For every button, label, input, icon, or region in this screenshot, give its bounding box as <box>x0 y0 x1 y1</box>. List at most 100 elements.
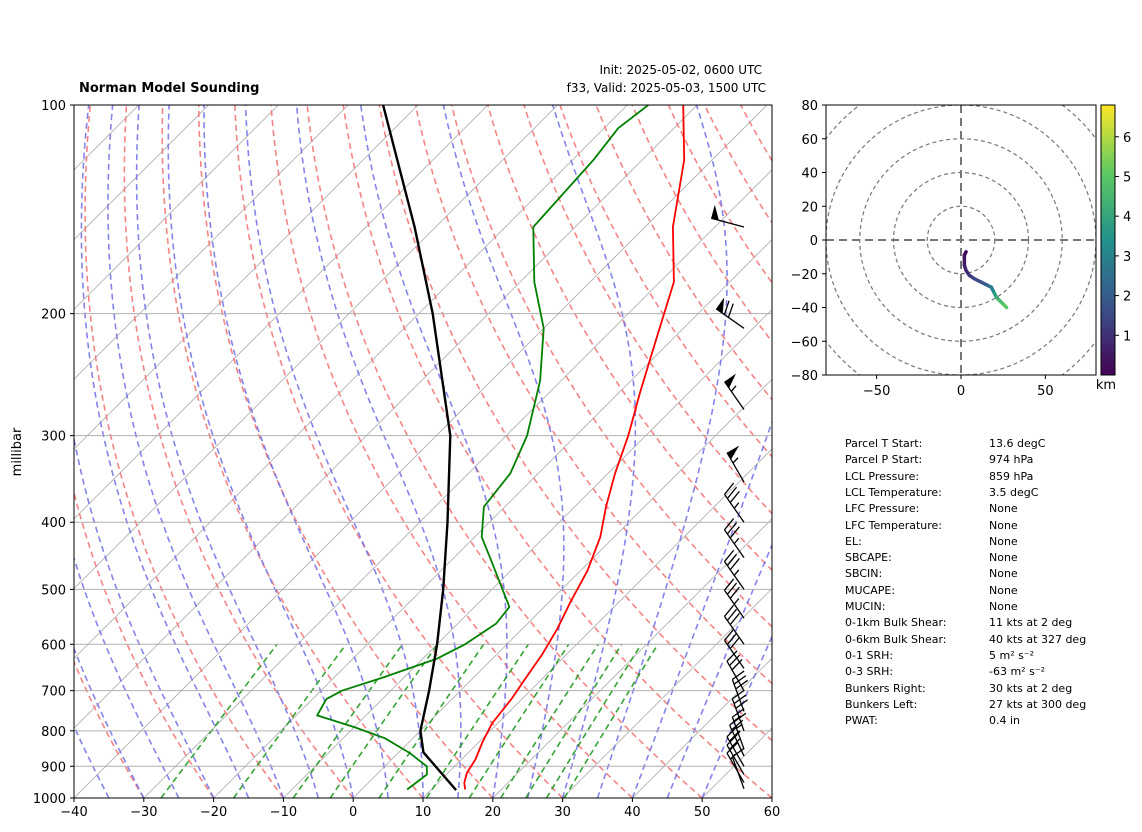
dry-adiabat <box>197 105 494 798</box>
wind-barb <box>726 445 745 483</box>
stat-label: 0-6km Bulk Shear: <box>845 632 947 646</box>
stat-row: LCL Temperature: 3.5 degC <box>845 486 1105 502</box>
hodo-y-tick-label: −20 <box>791 268 818 283</box>
hodograph-trace <box>962 250 1009 310</box>
y-tick-label: 800 <box>41 725 66 740</box>
wind-barb <box>723 549 745 590</box>
y-tick-label: 300 <box>41 430 66 445</box>
y-axis-label: millibar <box>10 427 25 476</box>
stat-value: -63 m² s⁻² <box>989 665 1046 679</box>
isotherm <box>74 105 768 798</box>
stat-row: SBCIN: None <box>845 567 1105 583</box>
isotherm <box>283 308 772 798</box>
skewt-pressure-grid <box>74 104 772 799</box>
moist-adiabat <box>359 105 508 798</box>
dry-adiabat <box>306 105 703 798</box>
moist-adiabat <box>80 105 250 798</box>
moist-adiabat <box>701 634 772 798</box>
moist-adiabat <box>74 555 180 798</box>
stat-row: 0-6km Bulk Shear: 40 kts at 327 deg <box>845 633 1105 649</box>
stat-value: 30 kts at 2 deg <box>989 681 1073 695</box>
stat-label: LFC Temperature: <box>845 518 943 532</box>
stat-value: 5 m² s⁻² <box>989 648 1035 662</box>
stat-row: SBCAPE: None <box>845 551 1105 567</box>
wind-barbs <box>710 204 748 790</box>
wind-barb <box>723 373 745 410</box>
moist-adiabat <box>74 646 145 798</box>
skewt-y-axis: 100 200 300 400 500 600 700 800 900 1000 <box>33 99 74 807</box>
colorbar <box>1100 104 1116 376</box>
dry-adiabat <box>270 105 633 798</box>
colorbar-tick-label: 5 <box>1123 170 1131 185</box>
stat-label: 0-1km Bulk Shear: <box>845 616 947 630</box>
moist-adiabat <box>631 419 772 798</box>
stat-label: SBCIN: <box>845 567 883 581</box>
stat-row: PWAT: 0.4 in <box>845 714 1105 730</box>
moist-adiabat <box>203 105 389 798</box>
isotherm <box>74 105 698 729</box>
isotherm <box>422 448 772 798</box>
isotherm <box>74 105 489 520</box>
mixing-ratio-line <box>160 643 278 798</box>
stat-label: LCL Temperature: <box>845 485 942 499</box>
stat-row: LFC Temperature: None <box>845 519 1105 535</box>
stat-value: 40 kts at 327 deg <box>989 632 1087 646</box>
colorbar-label: km <box>1096 378 1116 393</box>
stat-label: LCL Pressure: <box>845 469 920 483</box>
skewt-x-axis: −40 −30 −20 −10 0 10 20 30 40 50 60 <box>60 798 780 820</box>
stat-row: Bunkers Left: 27 kts at 300 deg <box>845 698 1105 714</box>
valid-time: f33, Valid: 2025-05-03, 1500 UTC <box>567 81 766 95</box>
isotherm <box>492 518 772 798</box>
isotherm <box>74 105 419 450</box>
stat-row: EL: None <box>845 535 1105 551</box>
wind-barb <box>723 518 745 559</box>
stat-row: 0-1km Bulk Shear: 11 kts at 2 deg <box>845 616 1105 632</box>
stat-row: 0-3 SRH: -63 m² s⁻² <box>845 665 1105 681</box>
hodo-y-tick-label: −40 <box>791 302 818 317</box>
wind-barb <box>723 578 745 619</box>
dry-adiabat <box>84 105 285 798</box>
dewpoint-profile <box>316 105 649 791</box>
stat-value: None <box>989 567 1018 581</box>
moist-adiabat <box>244 105 424 798</box>
stat-value: None <box>989 583 1018 597</box>
stat-label: Parcel T Start: <box>845 437 923 450</box>
x-tick-label: 30 <box>554 805 571 820</box>
hodo-y-tick-label: 60 <box>801 133 818 148</box>
stat-row: Parcel T Start: 13.6 degC <box>845 437 1105 453</box>
stat-value: 13.6 degC <box>989 437 1046 450</box>
isotherm <box>74 105 558 590</box>
moist-adiabat <box>551 105 637 798</box>
moist-adiabat <box>107 105 285 798</box>
x-tick-label: 40 <box>624 805 641 820</box>
moist-adiabat <box>74 434 215 798</box>
stat-label: MUCAPE: <box>845 583 896 597</box>
colorbar-tick-label: 2 <box>1123 290 1131 305</box>
stat-row: LFC Pressure: None <box>845 502 1105 518</box>
y-tick-label: 100 <box>41 99 66 114</box>
stat-row: MUCAPE: None <box>845 584 1105 600</box>
temperature-profile <box>463 105 686 790</box>
stat-label: LFC Pressure: <box>845 502 920 516</box>
mixing-ratio-line <box>500 643 599 798</box>
init-time: Init: 2025-05-02, 0600 UTC <box>599 63 762 77</box>
hodo-y-tick-label: 40 <box>801 167 818 182</box>
stat-label: Parcel P Start: <box>845 453 923 467</box>
x-tick-label: −10 <box>270 805 297 820</box>
x-tick-label: 0 <box>349 805 357 820</box>
stat-value: 859 hPa <box>989 469 1034 483</box>
y-tick-label: 900 <box>41 760 66 775</box>
dry-adiabat <box>74 489 215 798</box>
skewt-reference-lines <box>74 105 772 798</box>
y-tick-label: 500 <box>41 583 66 598</box>
hodo-y-tick-label: 80 <box>801 99 818 114</box>
stat-row: MUCIN: None <box>845 600 1105 616</box>
colorbar-tick-label: 6 <box>1123 131 1131 146</box>
stat-row: LCL Pressure: 859 hPa <box>845 470 1105 486</box>
wind-barb <box>731 708 747 750</box>
x-tick-label: 50 <box>694 805 711 820</box>
wind-barb <box>723 482 745 523</box>
stat-value: None <box>989 551 1018 565</box>
stat-value: None <box>989 502 1018 516</box>
moist-adiabat <box>666 543 772 798</box>
